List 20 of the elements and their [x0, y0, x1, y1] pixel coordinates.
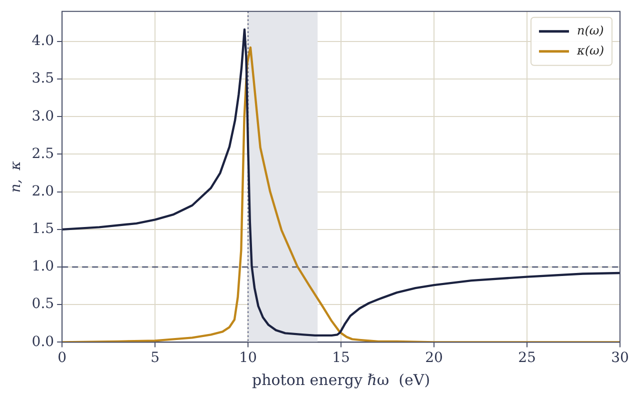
x-tick-label: 30 [611, 350, 629, 366]
x-tick-label: 10 [239, 350, 257, 366]
x-axis-title: photon energy ℏω (eV) [252, 370, 430, 389]
y-tick-label: 0.0 [32, 334, 54, 350]
y-tick-label: 0.5 [32, 296, 54, 312]
y-tick-label: 2.5 [32, 146, 54, 162]
y-tick-label: 4.0 [32, 33, 54, 50]
x-tick-label: 25 [518, 350, 536, 366]
y-tick-label: 3.0 [32, 108, 54, 124]
y-tick-label: 2.0 [32, 183, 54, 200]
x-tick-label: 5 [150, 350, 160, 366]
x-tick-label: 15 [332, 350, 350, 366]
y-tick-label: 1.0 [32, 258, 54, 275]
x-tick-label: 0 [58, 350, 67, 366]
legend-label: κ(ω) [576, 44, 604, 58]
x-tick-label: 20 [425, 350, 443, 366]
legend-label: n(ω) [576, 24, 604, 38]
y-axis-title: n, κ [8, 161, 24, 193]
y-tick-label: 3.5 [32, 70, 54, 87]
y-tick-label: 1.5 [32, 221, 54, 238]
